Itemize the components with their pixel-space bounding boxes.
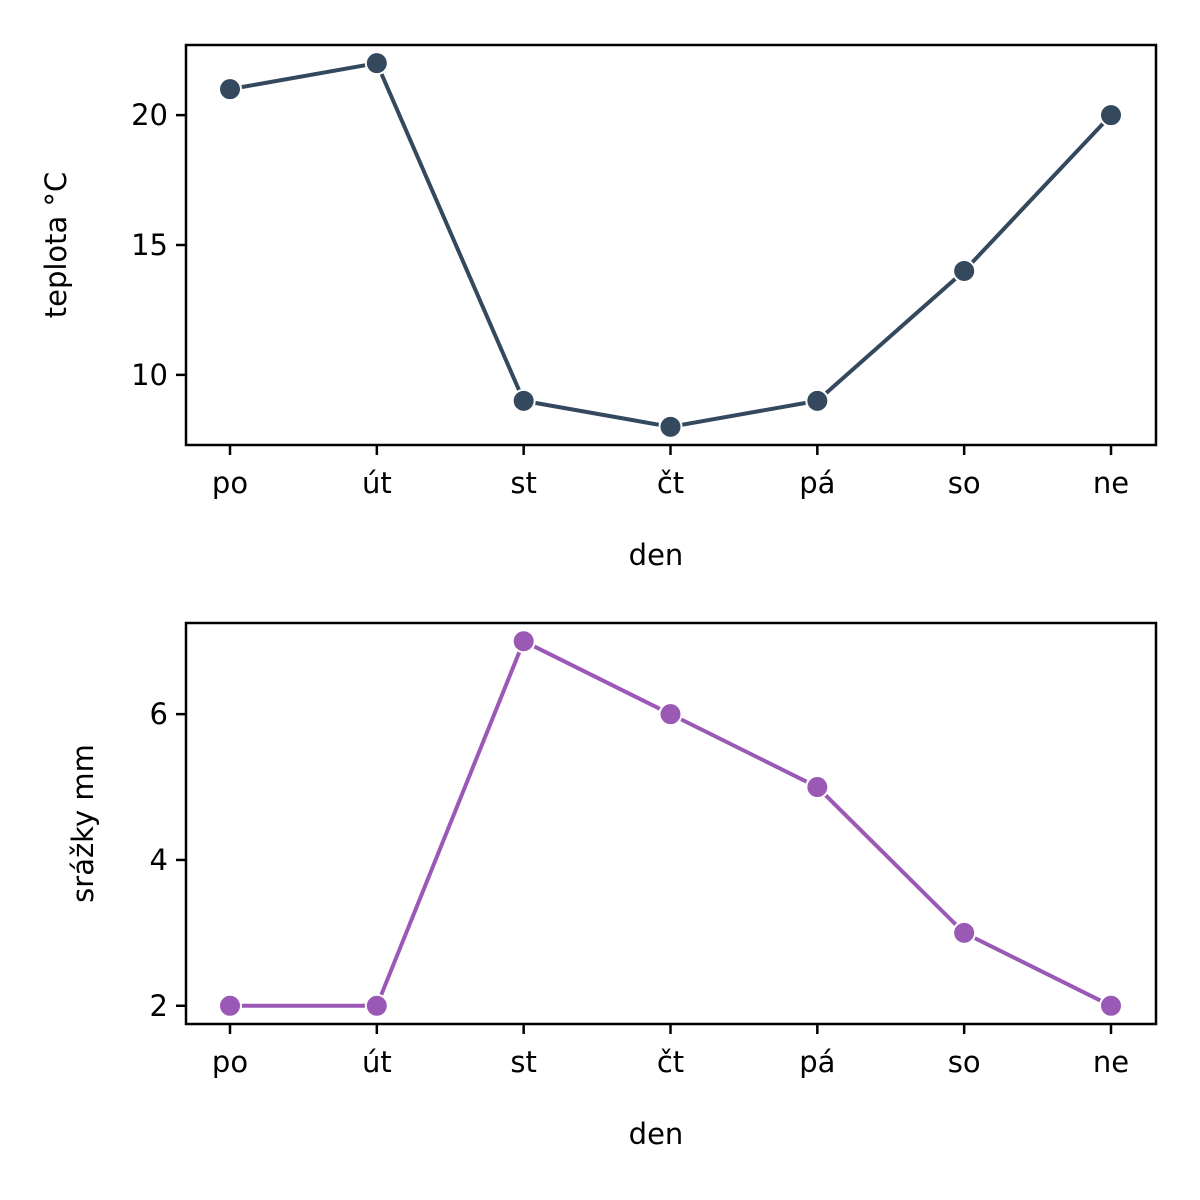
data-point [952,920,977,945]
data-point [511,388,536,413]
x-tick-label: čt [657,1045,684,1079]
y-axis-label: srážky mm [66,744,100,903]
data-point [364,51,389,76]
y-tick-label: 10 [131,358,168,392]
x-tick-label: st [510,466,536,500]
temperature-panel: po út st čt pá so ne 10 15 20 den teplota °C [39,43,1158,572]
x-axis-label: den [629,1117,684,1151]
data-point [952,258,977,283]
data-point [805,775,830,800]
y-axis-label: teplota °C [39,172,73,319]
data-point [364,993,389,1018]
data-point [218,77,242,102]
data-point [511,629,536,654]
precipitation-panel: po út st čt pá so ne 2 4 6 den srážky mm [66,621,1158,1151]
y-tick-label: 15 [131,228,168,262]
y-tick-label: 4 [150,843,168,877]
data-point [805,388,830,413]
y-tick-label: 2 [150,989,168,1023]
x-tick-label: čt [657,466,684,500]
x-tick-label: po [212,466,248,500]
data-point [658,414,683,439]
plot-area-frame [184,621,1158,1026]
x-tick-label: ne [1093,1045,1129,1079]
x-tick-label: pá [799,1045,835,1079]
x-tick-label: út [362,466,392,500]
x-tick-label: pá [799,466,835,500]
x-tick-label: so [948,1045,981,1079]
data-point [1099,993,1123,1018]
data-point [218,993,242,1018]
y-tick-label: 6 [150,697,168,731]
data-point [658,702,683,727]
series-line [230,639,1112,1008]
x-tick-label: po [212,1045,248,1079]
x-tick-label: st [510,1045,536,1079]
y-tick-label: 20 [131,98,168,132]
plot-area-frame [184,43,1158,447]
x-tick-label: ne [1093,466,1129,500]
x-tick-label: so [948,466,981,500]
series-line [229,61,1113,429]
x-axis-label: den [629,538,684,572]
x-tick-label: út [362,1045,392,1079]
data-point [1099,103,1123,128]
